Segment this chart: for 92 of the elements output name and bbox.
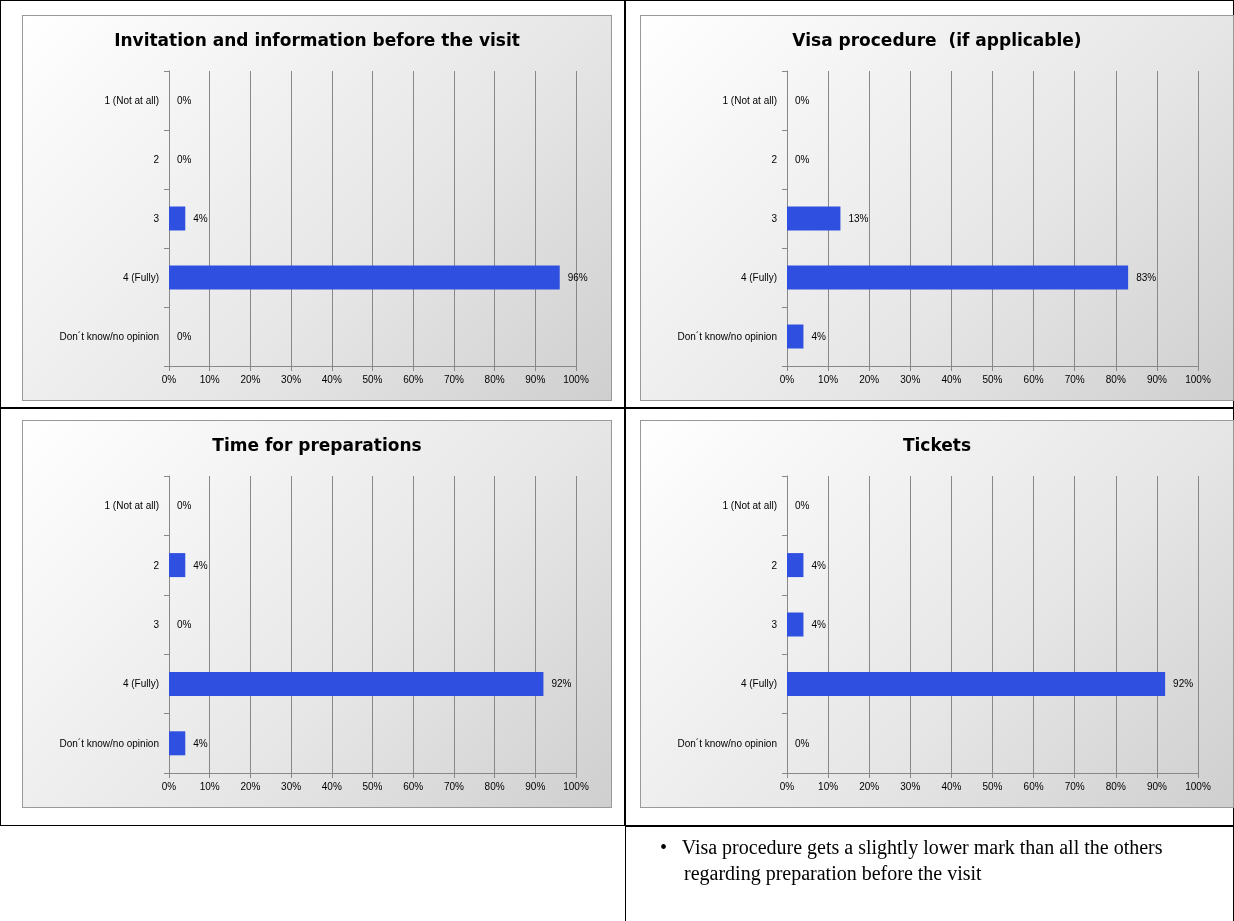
data-label: 4% — [193, 559, 208, 571]
x-tick-label: 20% — [859, 780, 880, 792]
data-label: 0% — [177, 619, 192, 630]
x-tick-label: 30% — [900, 373, 921, 385]
x-tick-label: 20% — [859, 373, 880, 385]
y-tick-label: 1 (Not at all) — [722, 95, 777, 106]
x-tick-label: 100% — [563, 373, 589, 385]
y-tick-label: 2 — [153, 154, 160, 165]
y-tick-label: Don´t know/no opinion — [677, 737, 777, 749]
x-tick-label: 70% — [1064, 373, 1085, 385]
x-tick-label: 80% — [1105, 780, 1126, 792]
x-tick-label: 10% — [199, 373, 220, 385]
data-label: 0% — [795, 500, 810, 512]
x-tick-label: 60% — [1023, 780, 1044, 792]
x-tick-label: 60% — [403, 373, 424, 385]
x-tick-label: 40% — [941, 373, 962, 385]
x-tick-label: 100% — [1185, 373, 1211, 385]
x-tick-label: 40% — [941, 780, 962, 792]
y-tick-label: 4 (Fully) — [122, 678, 159, 690]
y-tick-label: 4 (Fully) — [740, 678, 777, 690]
text: • Visa procedure gets a slightly lower mark than all the others regarding preparation before the visit — [660, 835, 1164, 886]
bar — [787, 206, 841, 231]
x-tick-label: 90% — [525, 373, 546, 385]
x-tick-label: 60% — [403, 780, 424, 792]
x-tick-label: 50% — [362, 780, 383, 792]
x-tick-label: 30% — [281, 780, 302, 792]
chart-title: Invitation and information before the visit — [114, 29, 520, 50]
data-label: 4% — [811, 619, 826, 630]
y-tick-label: 1 (Not at all) — [104, 500, 159, 512]
data-label: 4% — [193, 737, 208, 749]
x-tick-label: 10% — [818, 780, 839, 792]
y-tick-label: 3 — [771, 619, 778, 630]
data-label: 13% — [848, 213, 869, 224]
data-label: 0% — [177, 95, 192, 106]
x-tick-label: 50% — [362, 373, 383, 385]
x-tick-label: 20% — [240, 373, 261, 385]
x-tick-label: 50% — [982, 780, 1003, 792]
data-label: 0% — [795, 95, 810, 106]
x-tick-label: 10% — [199, 780, 220, 792]
chart-title: Time for preparations — [212, 434, 422, 455]
y-tick-label: Don´t know/no opinion — [59, 737, 159, 749]
data-label: 83% — [1136, 272, 1157, 283]
data-label: 0% — [177, 154, 192, 165]
chart-title: Visa procedure (if applicable) — [792, 29, 1082, 50]
x-tick-label: 90% — [1146, 780, 1168, 792]
y-tick-label: 4 (Fully) — [740, 272, 777, 283]
x-tick-label: 0% — [161, 373, 177, 385]
bar — [787, 324, 804, 349]
y-tick-label: 4 (Fully) — [122, 272, 159, 283]
y-tick-label: 2 — [771, 154, 778, 165]
data-label: 0% — [177, 331, 192, 342]
y-tick-label: 1 (Not at all) — [104, 95, 159, 106]
x-tick-label: 100% — [1185, 780, 1211, 792]
y-tick-label: 3 — [153, 213, 160, 224]
x-tick-label: 70% — [443, 780, 465, 792]
x-tick-label: 40% — [321, 373, 342, 385]
x-tick-label: 70% — [443, 373, 465, 385]
bar — [787, 265, 1129, 290]
x-tick-label: 80% — [484, 373, 505, 385]
data-label: 92% — [551, 678, 572, 690]
y-tick-label: 3 — [153, 619, 160, 630]
x-tick-label: 60% — [1023, 373, 1044, 385]
x-tick-label: 40% — [321, 780, 342, 792]
x-tick-label: 20% — [240, 780, 261, 792]
data-label: 0% — [177, 500, 192, 512]
data-label: 0% — [795, 737, 810, 749]
x-tick-label: 0% — [161, 780, 177, 792]
x-tick-label: 90% — [1146, 373, 1168, 385]
data-label: 4% — [811, 559, 826, 571]
y-tick-label: 2 — [771, 559, 778, 571]
y-tick-label: Don´t know/no opinion — [677, 331, 777, 342]
x-tick-label: 100% — [563, 780, 589, 792]
x-tick-label: 10% — [818, 373, 839, 385]
data-label: 4% — [193, 213, 208, 224]
chart-title: Tickets — [902, 434, 972, 455]
y-tick-label: Don´t know/no opinion — [59, 331, 159, 342]
data-label: 0% — [795, 154, 810, 165]
data-label: 4% — [811, 331, 826, 342]
y-tick-label: 3 — [771, 213, 778, 224]
x-tick-label: 30% — [281, 373, 302, 385]
x-tick-label: 70% — [1064, 780, 1085, 792]
x-tick-label: 80% — [1105, 373, 1126, 385]
data-label: 92% — [1173, 678, 1194, 690]
x-tick-label: 30% — [900, 780, 921, 792]
y-tick-label: 2 — [153, 559, 160, 571]
x-tick-label: 0% — [779, 780, 795, 792]
x-tick-label: 90% — [525, 780, 546, 792]
x-tick-label: 0% — [779, 373, 795, 385]
x-tick-label: 50% — [982, 373, 1003, 385]
x-tick-label: 80% — [484, 780, 505, 792]
y-tick-label: 1 (Not at all) — [722, 500, 777, 512]
data-label: 96% — [567, 272, 588, 283]
